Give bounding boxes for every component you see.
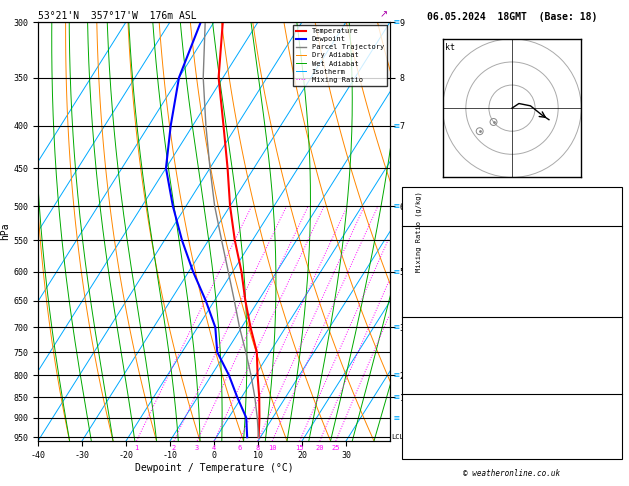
- Text: Lifted Index: Lifted Index: [407, 358, 467, 366]
- Text: 53°21'N  357°17'W  176m ASL: 53°21'N 357°17'W 176m ASL: [38, 11, 197, 21]
- Text: 7: 7: [612, 254, 617, 263]
- Text: ≡: ≡: [393, 370, 399, 381]
- Text: 21: 21: [608, 448, 617, 457]
- Text: Lifted Index: Lifted Index: [407, 280, 467, 289]
- Text: 1.61: 1.61: [598, 215, 617, 224]
- Text: ≡: ≡: [393, 121, 399, 131]
- Text: Mixing Ratio (g/kg): Mixing Ratio (g/kg): [415, 191, 421, 272]
- Text: CAPE (J): CAPE (J): [407, 370, 447, 380]
- Y-axis label: hPa: hPa: [1, 223, 11, 240]
- Text: 4: 4: [212, 445, 216, 451]
- Text: SREH: SREH: [407, 422, 426, 432]
- Text: 1: 1: [135, 445, 138, 451]
- Text: 8: 8: [612, 293, 617, 302]
- Text: EH: EH: [407, 409, 416, 418]
- Text: © weatheronline.co.uk: © weatheronline.co.uk: [464, 469, 560, 478]
- Text: ↗: ↗: [380, 10, 387, 19]
- Text: Totals Totals: Totals Totals: [407, 202, 472, 211]
- X-axis label: Dewpoint / Temperature (°C): Dewpoint / Temperature (°C): [135, 463, 293, 472]
- Text: ≡: ≡: [393, 201, 399, 211]
- Text: Dewp (°C): Dewp (°C): [407, 254, 452, 263]
- Y-axis label: km
ASL: km ASL: [418, 222, 433, 241]
- Text: θₑ (K): θₑ (K): [407, 345, 437, 354]
- Text: ≡: ≡: [393, 322, 399, 332]
- Text: 0: 0: [612, 306, 617, 315]
- Text: 15: 15: [296, 445, 304, 451]
- Text: 9: 9: [612, 280, 617, 289]
- Legend: Temperature, Dewpoint, Parcel Trajectory, Dry Adiabat, Wet Adiabat, Isotherm, Mi: Temperature, Dewpoint, Parcel Trajectory…: [292, 25, 387, 86]
- Text: ≡: ≡: [393, 267, 399, 277]
- Text: 3: 3: [195, 445, 199, 451]
- Text: kt: kt: [445, 44, 455, 52]
- Text: 06.05.2024  18GMT  (Base: 18): 06.05.2024 18GMT (Base: 18): [427, 12, 597, 22]
- Text: ≡: ≡: [393, 17, 399, 27]
- Text: 78: 78: [608, 409, 617, 418]
- Text: 700: 700: [603, 331, 617, 341]
- Text: 304: 304: [603, 345, 617, 354]
- Text: 92: 92: [608, 422, 617, 432]
- Text: Most Unstable: Most Unstable: [479, 319, 545, 328]
- Text: CAPE (J): CAPE (J): [407, 293, 447, 302]
- Text: 13: 13: [608, 189, 617, 198]
- FancyBboxPatch shape: [402, 187, 622, 459]
- Text: 42: 42: [608, 202, 617, 211]
- Text: Surface: Surface: [494, 228, 530, 237]
- Text: 0: 0: [612, 383, 617, 393]
- Text: 10: 10: [268, 445, 277, 451]
- Text: Temp (°C): Temp (°C): [407, 241, 452, 250]
- Text: CIN (J): CIN (J): [407, 383, 442, 393]
- Text: 20: 20: [316, 445, 324, 451]
- Text: 6: 6: [237, 445, 242, 451]
- Text: Pressure (mb): Pressure (mb): [407, 331, 472, 341]
- Text: LCL: LCL: [391, 434, 404, 440]
- Text: CIN (J): CIN (J): [407, 306, 442, 315]
- Text: 0: 0: [612, 370, 617, 380]
- Text: ≡: ≡: [393, 392, 399, 402]
- Text: 25: 25: [331, 445, 340, 451]
- Text: StmDir: StmDir: [407, 435, 437, 444]
- Text: θₑ(K): θₑ(K): [407, 267, 431, 276]
- Text: 328°: 328°: [598, 435, 617, 444]
- Text: Hodograph: Hodograph: [489, 397, 535, 405]
- Text: PW (cm): PW (cm): [407, 215, 442, 224]
- Text: 301: 301: [603, 267, 617, 276]
- Text: 8: 8: [255, 445, 260, 451]
- Text: StmSpd (kt): StmSpd (kt): [407, 448, 462, 457]
- Text: 6: 6: [612, 358, 617, 366]
- Text: 9.6: 9.6: [603, 241, 617, 250]
- Text: 2: 2: [172, 445, 176, 451]
- Text: K: K: [407, 189, 412, 198]
- Text: ≡: ≡: [393, 413, 399, 423]
